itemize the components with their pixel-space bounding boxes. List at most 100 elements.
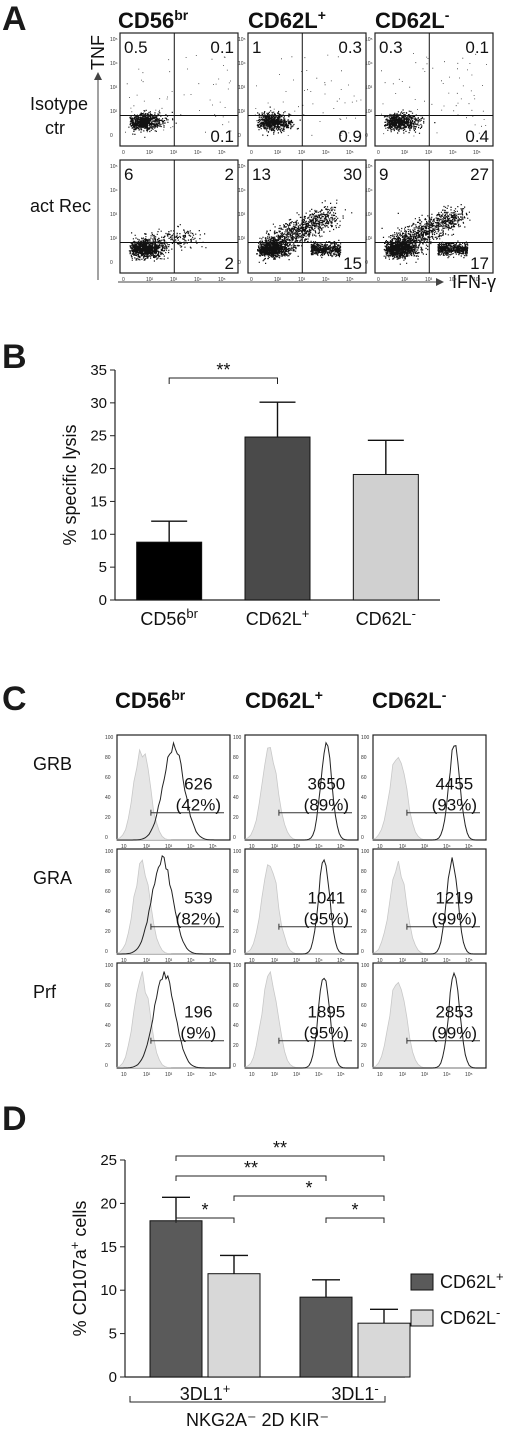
histogram-y-tick: 100	[233, 735, 242, 741]
tick-label-y: 10⁵	[365, 37, 373, 43]
tick-label-y: 0	[238, 260, 241, 266]
tick-label-y: 10⁴	[365, 188, 373, 194]
histogram-mfi-value: 539	[184, 889, 212, 908]
quadrant-lr-value: 0.1	[210, 127, 234, 146]
panel-d-legend-swatch	[410, 1309, 434, 1327]
histogram-y-tick: 60	[105, 889, 111, 895]
panel-d-significance-label: *	[305, 1178, 312, 1198]
dot-plot-r1-c1: 10⁵ 0 10⁴ 10² 10³ 10³ 10² 10⁴ 0 10⁵ 0.5 0.1 0.1	[110, 32, 239, 156]
histogram-percent-value: (95%)	[304, 910, 349, 929]
tick-label-x: 10⁴	[449, 277, 457, 283]
tick-label-y: 0	[365, 133, 368, 139]
histogram-y-tick: 60	[105, 775, 111, 781]
histogram-y-tick: 0	[105, 949, 108, 955]
panel-a-col-head-3: CD62L-	[375, 7, 450, 33]
tick-label-x: 10³	[425, 150, 433, 156]
tick-label-x: 10⁵	[473, 150, 481, 156]
quadrant-lr-value: 0.9	[338, 127, 362, 146]
tick-label-y: 10⁴	[238, 61, 246, 67]
panel-d-y-tick-label: 25	[100, 1152, 117, 1169]
dot-plot-r1-c3: 10⁵ 0 10⁴ 10² 10³ 10³ 10² 10⁴ 0 10⁵ 0.3 0.1 0.4	[365, 32, 494, 156]
panel-b-category-label: CD62L-	[356, 606, 416, 629]
histogram-mfi-value: 1219	[435, 889, 473, 908]
tick-label-x: 10³	[298, 150, 306, 156]
tick-label-x: 10⁵	[218, 150, 226, 156]
histogram-x-tick: 10	[121, 1072, 127, 1078]
tick-label-y: 10³	[365, 212, 373, 218]
histogram-y-tick: 100	[105, 849, 114, 855]
panel-b-y-tick-label: 15	[90, 493, 107, 510]
histogram-x-tick: 10	[377, 958, 383, 964]
histogram-x-tick: 10	[249, 958, 255, 964]
tick-label-x: 0	[377, 277, 380, 283]
panel-b-significance-bracket	[168, 377, 278, 384]
histogram-mfi-value: 3650	[307, 775, 345, 794]
quadrant-lr-value: 17	[470, 254, 489, 273]
tick-label-x: 10⁵	[346, 150, 354, 156]
histogram-x-tick: 10⁴	[315, 844, 323, 850]
panel-d-significance-label: *	[351, 1200, 358, 1220]
tick-label-y: 10²	[365, 109, 373, 115]
histogram-x-tick: 10³	[293, 844, 301, 850]
tick-label-x: 10²	[401, 277, 409, 283]
panel-d-significance-label: *	[201, 1200, 208, 1220]
panel-a-y-axis-label: TNF	[88, 35, 108, 70]
panel-d-group-label: 3DL1+	[180, 1381, 231, 1404]
histogram-x-tick: 10	[249, 844, 255, 850]
tick-label-x: 10⁴	[194, 277, 202, 283]
tick-label-x: 10²	[401, 150, 409, 156]
tick-label-x: 10²	[146, 277, 154, 283]
quadrant-lr-value: 2	[225, 254, 234, 273]
tick-label-x: 10⁵	[218, 277, 226, 283]
dot-cloud	[381, 204, 471, 265]
histogram-x-tick: 10⁴	[187, 1072, 195, 1078]
panel-d-y-tick-label: 5	[109, 1326, 117, 1343]
tick-label-y: 10²	[110, 109, 118, 115]
panel-letter-b: B	[2, 338, 27, 376]
panel-a-x-axis-label: IFN-γ	[452, 272, 496, 292]
panel-b-y-tick-label: 25	[90, 428, 107, 445]
dot-cloud	[128, 224, 207, 262]
histogram-y-tick: 20	[361, 929, 367, 935]
histogram-y-tick: 0	[233, 835, 236, 841]
panel-d-legend-label: CD62L-	[440, 1305, 500, 1328]
histogram-x-tick: 10⁴	[443, 1072, 451, 1078]
dot-cloud-path	[128, 224, 207, 262]
histogram-y-tick: 40	[233, 795, 239, 801]
tick-label-y: 0	[110, 133, 113, 139]
histogram-x-tick: 10³	[165, 844, 173, 850]
histogram-x-tick: 10³	[165, 1072, 173, 1078]
histogram-y-tick: 40	[233, 909, 239, 915]
tick-label-y: 10³	[238, 85, 246, 91]
dot-cloud-path	[381, 53, 487, 137]
quadrant-ul-value: 9	[379, 165, 388, 184]
histogram-y-tick: 20	[361, 815, 367, 821]
panel-letter-d: D	[2, 1100, 27, 1138]
panel-d-significance-label: **	[244, 1158, 258, 1178]
histogram-x-tick: 10⁴	[315, 958, 323, 964]
quadrant-ul-value: 13	[252, 165, 271, 184]
panel-d-bar	[149, 1220, 203, 1378]
panel-d-y-tick-label: 10	[100, 1282, 117, 1299]
histogram-x-tick: 10⁵	[209, 1072, 217, 1078]
tick-label-x: 10⁴	[194, 150, 202, 156]
tick-label-x: 10³	[425, 277, 433, 283]
panel-a-row-label-2: act Rec	[30, 196, 91, 216]
panel-b-y-axis-label: % specific lysis	[60, 424, 80, 545]
histogram-percent-value: (99%)	[432, 1024, 477, 1043]
histogram-y-tick: 100	[233, 849, 242, 855]
histogram-y-tick: 20	[233, 815, 239, 821]
histogram-percent-value: (82%)	[176, 910, 221, 929]
histogram-y-tick: 100	[233, 963, 242, 969]
histogram-x-tick: 10	[377, 1072, 383, 1078]
panel-d-bar	[207, 1273, 261, 1378]
panel-b-y-tick-label: 30	[90, 395, 107, 412]
panel-b-significance-label: **	[216, 360, 230, 380]
tick-label-y: 10³	[238, 212, 246, 218]
panel-a-x-arrow	[436, 278, 444, 286]
histogram-sample-line	[245, 858, 358, 955]
histogram-r2-c2: 100 80 60 40 20 0 1041 (95%) 10 10² 10³ 10⁴ 10⁵	[233, 848, 359, 964]
histogram-r1-c1: 100 80 60 40 20 0 626 (42%) 10 10² 10³ 10⁴ 10⁵	[105, 734, 231, 850]
